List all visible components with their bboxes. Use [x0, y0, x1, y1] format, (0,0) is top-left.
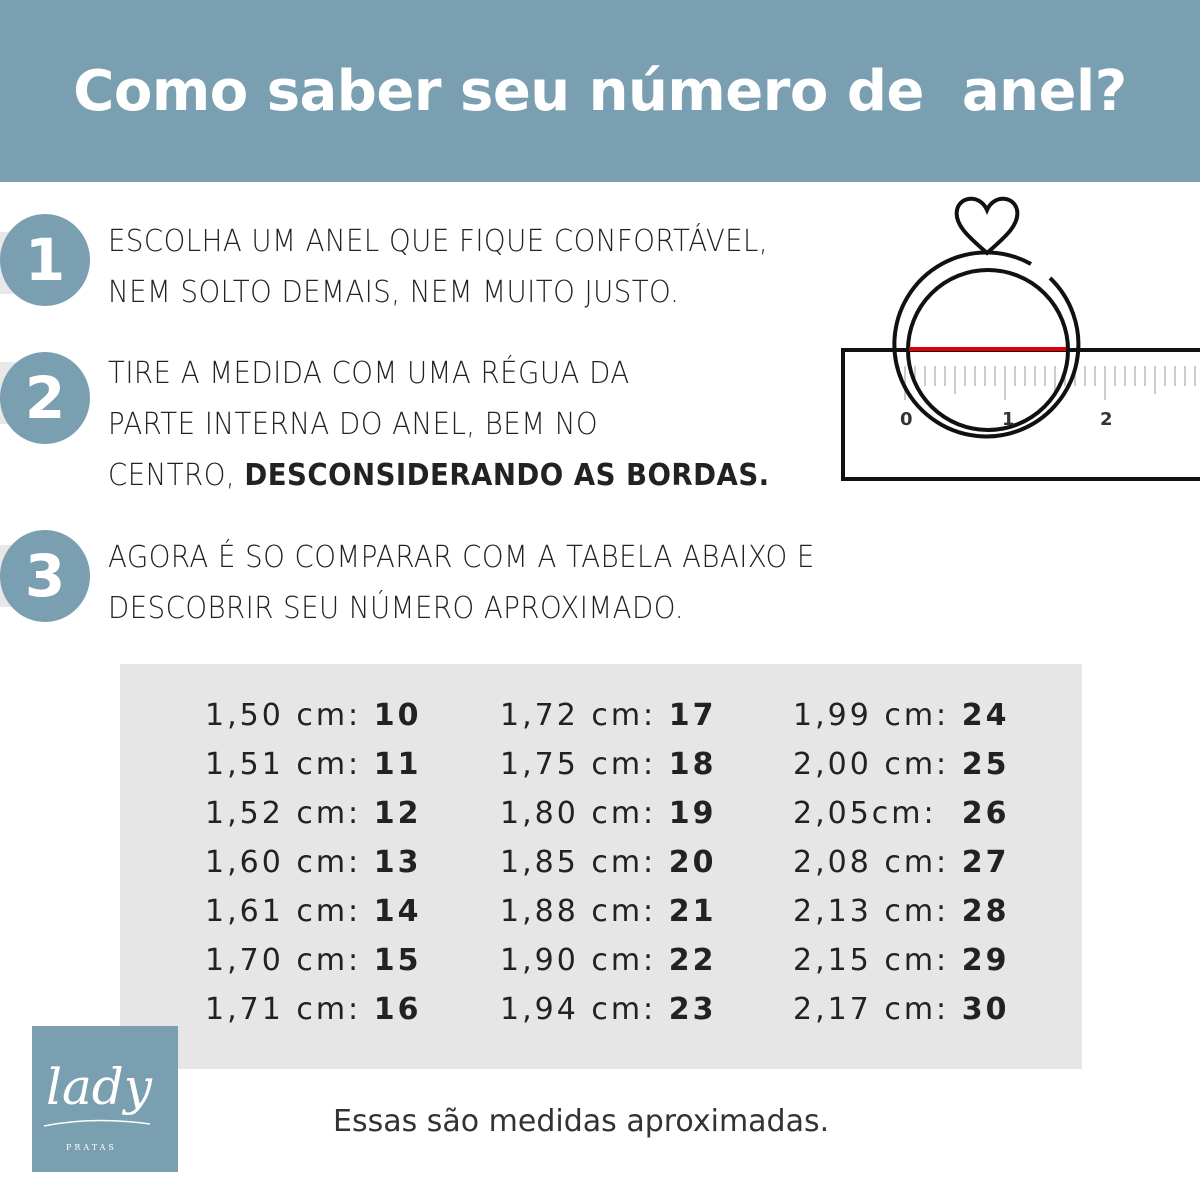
ring-size: 10	[373, 698, 422, 733]
measure-value: 1,50 cm:	[205, 698, 374, 733]
size-row: 2,08 cm: 27	[793, 845, 1009, 894]
measure-value: 1,75 cm:	[500, 747, 669, 782]
ring-size: 14	[373, 894, 422, 929]
ring-outer	[892, 250, 1081, 439]
size-column: 1,72 cm: 17 1,75 cm: 18 1,80 cm: 19 1,85 cm…	[500, 698, 716, 1041]
logo-text: lady	[46, 1058, 153, 1116]
ring-inner	[906, 268, 1070, 432]
step-line: PARTE INTERNA DO ANEL, BEM NO	[108, 407, 599, 442]
measure-value: 1,88 cm:	[500, 894, 669, 929]
ring-size: 25	[961, 747, 1010, 782]
ring-size: 18	[668, 747, 717, 782]
measure-value: 1,52 cm:	[205, 796, 374, 831]
size-row: 1,80 cm: 19	[500, 796, 716, 845]
measure-value: 1,70 cm:	[205, 943, 374, 978]
measure-value: 2,00 cm:	[793, 747, 962, 782]
measure-value: 1,51 cm:	[205, 747, 374, 782]
ring-size: 17	[668, 698, 717, 733]
ring-size: 11	[373, 747, 422, 782]
size-column: 1,50 cm: 10 1,51 cm: 11 1,52 cm: 12 1,60 cm…	[205, 698, 421, 1041]
ring-size: 15	[373, 943, 422, 978]
size-row: 1,51 cm: 11	[205, 747, 421, 796]
ring-size: 16	[373, 992, 422, 1027]
size-row: 2,15 cm: 29	[793, 943, 1009, 992]
step-1-text: ESCOLHA UM ANEL QUE FIQUE CONFORTÁVEL, N…	[108, 216, 768, 318]
step-line: TIRE A MEDIDA COM UMA RÉGUA DA	[108, 356, 630, 391]
size-row: 1,75 cm: 18	[500, 747, 716, 796]
measure-value: 2,08 cm:	[793, 845, 962, 880]
step-line: DESCOBRIR SEU NÚMERO APROXIMADO.	[108, 591, 685, 626]
ring-size: 19	[668, 796, 717, 831]
ring-size: 23	[668, 992, 717, 1027]
ruler-label-1: 1	[1002, 409, 1015, 430]
ring-size: 24	[961, 698, 1010, 733]
step-number-2: 2	[0, 352, 90, 444]
ruler-label-2: 2	[1100, 409, 1113, 430]
heart-icon	[954, 196, 1020, 256]
ring-size: 20	[668, 845, 717, 880]
measure-value: 1,90 cm:	[500, 943, 669, 978]
size-table: 1,50 cm: 10 1,51 cm: 11 1,52 cm: 12 1,60 cm…	[120, 664, 1082, 1069]
size-column: 1,99 cm: 24 2,00 cm: 25 2,05cm: 26 2,08 cm:…	[793, 698, 1009, 1041]
page-title: Como saber seu número de anel?	[73, 58, 1127, 124]
logo-subtext: PRATAS	[66, 1143, 117, 1152]
footer-note: Essas são medidas aproximadas.	[333, 1104, 830, 1139]
measure-value: 1,71 cm:	[205, 992, 374, 1027]
step-3-text: AGORA É SO COMPARAR COM A TABELA ABAIXO …	[108, 532, 815, 634]
size-row: 1,90 cm: 22	[500, 943, 716, 992]
ring-ruler-illustration: 0 1 2	[841, 196, 1200, 481]
step-emphasis: DESCONSIDERANDO AS BORDAS.	[244, 458, 770, 493]
ring-size: 13	[373, 845, 422, 880]
step-line: NEM SOLTO DEMAIS, NEM MUITO JUSTO.	[108, 275, 680, 310]
size-row: 1,61 cm: 14	[205, 894, 421, 943]
size-row: 1,99 cm: 24	[793, 698, 1009, 747]
measure-value: 1,61 cm:	[205, 894, 374, 929]
ring-size: 26	[961, 796, 1010, 831]
ring-size: 22	[668, 943, 717, 978]
step-text: CENTRO,	[108, 458, 245, 493]
size-row: 2,00 cm: 25	[793, 747, 1009, 796]
step-line: AGORA É SO COMPARAR COM A TABELA ABAIXO …	[108, 540, 815, 575]
size-row: 1,94 cm: 23	[500, 992, 716, 1041]
size-row: 2,13 cm: 28	[793, 894, 1009, 943]
header-banner: Como saber seu número de anel?	[0, 0, 1200, 182]
size-row: 2,05cm: 26	[793, 796, 1009, 845]
ring-size: 12	[373, 796, 422, 831]
step-line: CENTRO, DESCONSIDERANDO AS BORDAS.	[108, 450, 770, 501]
measure-value: 1,72 cm:	[500, 698, 669, 733]
ring-size: 21	[668, 894, 717, 929]
measure-value: 2,05cm:	[793, 796, 962, 831]
size-row: 1,88 cm: 21	[500, 894, 716, 943]
measure-value: 1,85 cm:	[500, 845, 669, 880]
ruler-label-0: 0	[900, 409, 913, 430]
measure-value: 1,99 cm:	[793, 698, 962, 733]
step-line: ESCOLHA UM ANEL QUE FIQUE CONFORTÁVEL,	[108, 224, 769, 259]
measure-value: 1,80 cm:	[500, 796, 669, 831]
step-number-3: 3	[0, 530, 90, 622]
brand-logo: lady PRATAS	[32, 1026, 178, 1172]
measure-value: 1,60 cm:	[205, 845, 374, 880]
ring-size: 30	[961, 992, 1010, 1027]
size-row: 1,85 cm: 20	[500, 845, 716, 894]
ring-size: 28	[961, 894, 1010, 929]
step-2-text: TIRE A MEDIDA COM UMA RÉGUA DA PARTE INT…	[108, 348, 770, 501]
size-row: 2,17 cm: 30	[793, 992, 1009, 1041]
measure-value: 2,17 cm:	[793, 992, 962, 1027]
measure-value: 2,15 cm:	[793, 943, 962, 978]
ring-size: 27	[961, 845, 1010, 880]
size-row: 1,60 cm: 13	[205, 845, 421, 894]
size-row: 1,71 cm: 16	[205, 992, 421, 1041]
size-row: 1,70 cm: 15	[205, 943, 421, 992]
size-row: 1,50 cm: 10	[205, 698, 421, 747]
step-number-1: 1	[0, 214, 90, 306]
size-row: 1,72 cm: 17	[500, 698, 716, 747]
measure-value: 2,13 cm:	[793, 894, 962, 929]
ring-size: 29	[961, 943, 1010, 978]
size-row: 1,52 cm: 12	[205, 796, 421, 845]
ruler-ticks	[904, 366, 1196, 400]
measure-value: 1,94 cm:	[500, 992, 669, 1027]
